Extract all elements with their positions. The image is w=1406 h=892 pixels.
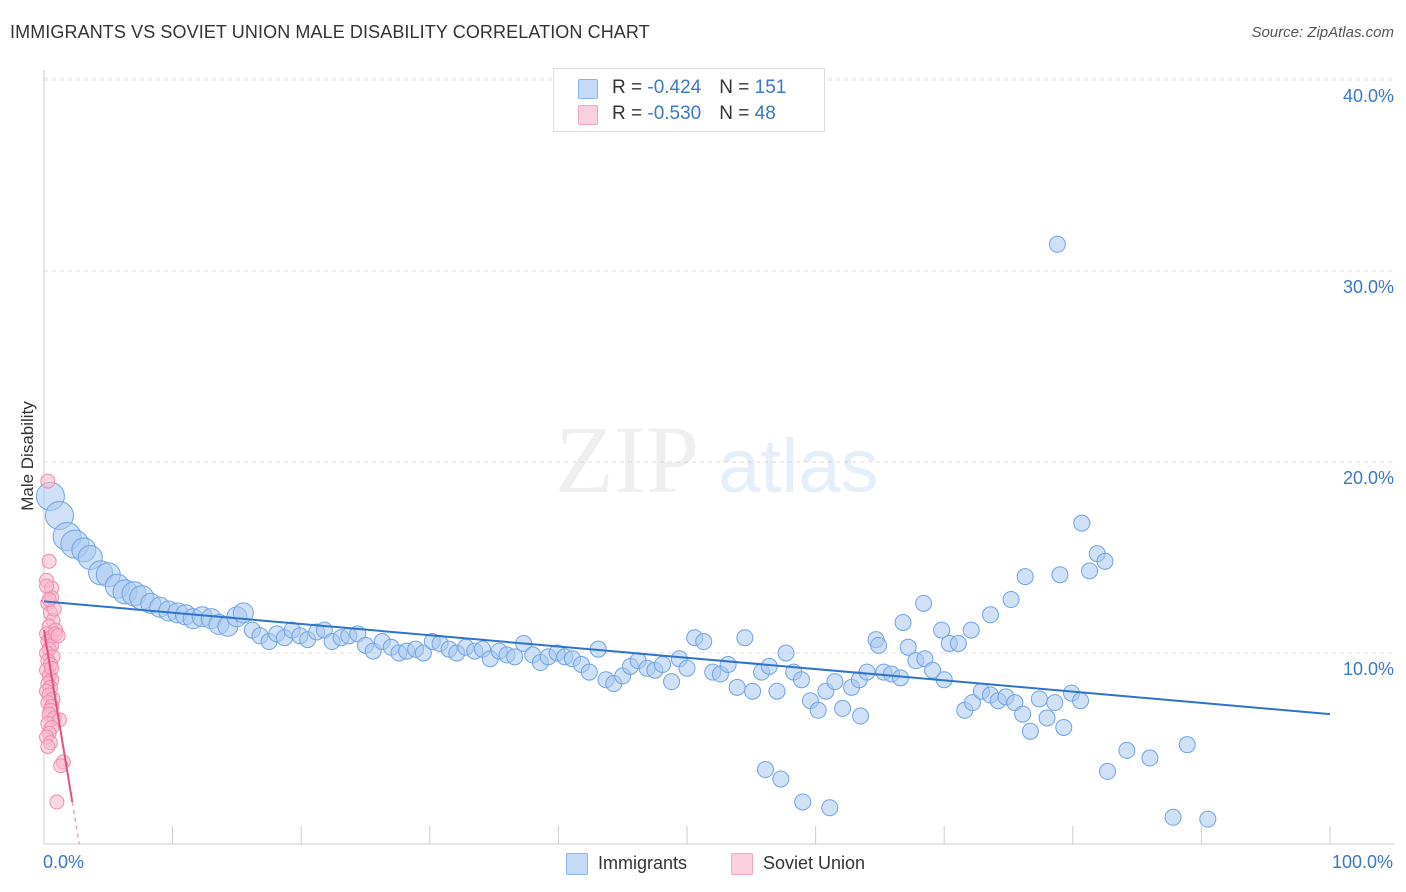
point-immigrants: [1030, 690, 1048, 708]
legend-item-soviet-union: Soviet Union: [731, 852, 891, 876]
y-tick-label: 10.0%: [1342, 659, 1394, 679]
point-immigrants: [756, 761, 774, 779]
point-immigrants: [1046, 694, 1064, 712]
point-immigrants: [821, 799, 839, 817]
point-immigrants: [719, 655, 737, 673]
legend-r-value: -0.530: [647, 103, 702, 124]
point-immigrants: [414, 644, 432, 662]
trend-extension-soviet-union: [71, 801, 80, 845]
point-immigrants: [794, 793, 812, 811]
point-soviet-union: [39, 578, 55, 594]
point-immigrants: [1002, 591, 1020, 609]
point-immigrants: [1164, 808, 1182, 826]
grid-lines: [44, 77, 1395, 654]
point-immigrants: [506, 648, 524, 666]
point-soviet-union: [40, 739, 56, 755]
watermark-zip: ZIP: [555, 406, 699, 513]
legend-r-value: -0.424: [647, 77, 702, 98]
y-tick-label: 40.0%: [1342, 86, 1394, 106]
point-immigrants: [728, 678, 746, 696]
point-soviet-union: [50, 628, 66, 644]
point-immigrants: [809, 701, 827, 719]
point-soviet-union: [41, 553, 57, 569]
point-immigrants: [870, 636, 888, 654]
point-immigrants: [695, 633, 713, 651]
point-immigrants: [777, 644, 795, 662]
point-immigrants: [1178, 736, 1196, 754]
point-immigrants: [1055, 718, 1073, 736]
point-immigrants: [1051, 566, 1069, 584]
legend-n-value: 151: [754, 77, 787, 98]
point-immigrants: [1014, 705, 1032, 723]
trend-line-immigrants: [43, 600, 1331, 716]
x-tick-label-max: 100.0%: [1331, 852, 1393, 872]
legend-n-label: N =: [719, 103, 755, 124]
point-immigrants: [1099, 762, 1117, 780]
legend-swatch-soviet-union: [578, 105, 598, 125]
point-immigrants: [654, 655, 672, 673]
legend-r-label: R =: [612, 103, 648, 124]
point-immigrants: [678, 659, 696, 677]
point-immigrants: [899, 638, 917, 656]
legend-n-label: N =: [719, 77, 755, 98]
legend-swatch-soviet-union: [731, 853, 753, 875]
point-soviet-union: [40, 473, 56, 489]
watermark-atlas: atlas: [718, 424, 879, 509]
point-immigrants: [663, 673, 681, 691]
x-tick-label-min: 0.0%: [43, 852, 85, 872]
point-immigrants: [1096, 552, 1114, 570]
legend-label-soviet-union: Soviet Union: [763, 853, 866, 873]
point-immigrants: [580, 663, 598, 681]
point-immigrants: [736, 629, 754, 647]
point-immigrants: [1081, 562, 1099, 580]
chart-title: IMMIGRANTS VS SOVIET UNION MALE DISABILI…: [10, 22, 650, 42]
legend-swatch-immigrants: [566, 853, 588, 875]
point-immigrants: [1048, 235, 1066, 253]
point-soviet-union: [41, 592, 57, 608]
watermark: ZIP atlas: [555, 406, 879, 513]
point-soviet-union: [53, 758, 69, 774]
y-axis-label: Male Disability: [18, 401, 37, 511]
point-immigrants: [826, 673, 844, 691]
legend-label-immigrants: Immigrants: [598, 853, 688, 873]
point-immigrants: [852, 707, 870, 725]
point-immigrants: [744, 682, 762, 700]
axes: [43, 70, 1395, 845]
legend-n-value: 48: [754, 103, 776, 124]
point-immigrants: [1016, 568, 1034, 586]
point-immigrants: [1141, 749, 1159, 767]
point-immigrants: [915, 594, 933, 612]
source-label: Source: ZipAtlas.com: [1251, 24, 1394, 41]
point-immigrants: [1072, 692, 1090, 710]
point-immigrants: [1038, 709, 1056, 727]
point-immigrants: [1118, 741, 1136, 759]
trend-line-soviet-union: [43, 629, 74, 803]
y-tick-label: 20.0%: [1342, 468, 1394, 488]
point-immigrants: [894, 613, 912, 631]
legend-swatch-immigrants: [578, 79, 598, 99]
point-immigrants: [772, 770, 790, 788]
point-immigrants: [834, 699, 852, 717]
point-immigrants: [962, 621, 980, 639]
point-immigrants: [949, 634, 967, 652]
point-soviet-union: [49, 794, 65, 810]
legend-item-immigrants: Immigrants: [566, 852, 706, 876]
trend-lines: [43, 600, 1331, 845]
point-immigrants: [933, 621, 951, 639]
point-immigrants: [1073, 514, 1091, 532]
point-immigrants: [768, 682, 786, 700]
point-immigrants: [981, 606, 999, 624]
correlation-legend: R = -0.424 N = 151 R = -0.530 N = 48: [553, 68, 825, 132]
point-immigrants: [792, 671, 810, 689]
legend-r-label: R =: [612, 77, 648, 98]
point-immigrants: [963, 694, 981, 712]
series-soviet-union: [39, 473, 71, 810]
point-immigrants: [1021, 722, 1039, 740]
series-immigrants: [35, 235, 1217, 828]
point-immigrants: [1199, 810, 1217, 828]
point-immigrants: [924, 661, 942, 679]
y-tick-label: 30.0%: [1342, 277, 1394, 297]
